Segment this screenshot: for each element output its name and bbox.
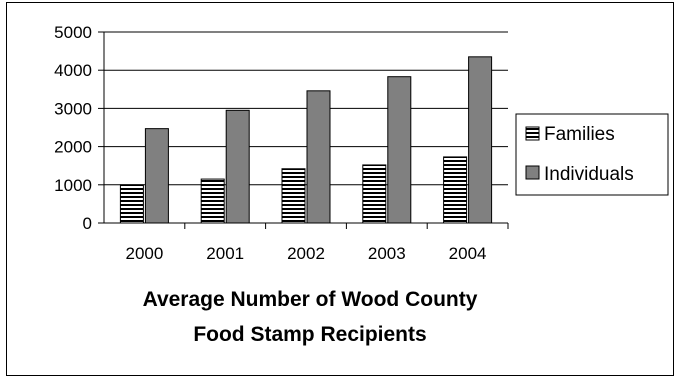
axes	[103, 32, 508, 224]
bar-families-2000	[119, 184, 144, 224]
bar-individuals-2002	[306, 90, 331, 224]
y-tick-label-3000: 3000	[54, 99, 92, 118]
y-tick-label-5000: 5000	[54, 23, 92, 42]
x-tick-label-2000: 2000	[125, 244, 163, 263]
bar-families-2001	[200, 178, 225, 224]
x-tick-label-2002: 2002	[287, 244, 325, 263]
chart-title-line-1: Average Number of Wood County	[143, 288, 478, 311]
bar-individuals-2004	[468, 56, 493, 224]
y-tick-label-2000: 2000	[54, 138, 92, 157]
bar-individuals-2003	[387, 76, 412, 224]
legend-box	[515, 113, 669, 196]
y-tick-label-4000: 4000	[54, 61, 92, 80]
x-tick-label-2004: 2004	[449, 244, 487, 263]
legend-label-families: Families	[544, 124, 615, 145]
gridlines	[104, 31, 508, 186]
x-tick-label-2001: 2001	[206, 244, 244, 263]
legend-label-individuals: Individuals	[544, 164, 634, 185]
y-tick-labels: 0 1000 2000 3000 4000 5000	[54, 23, 104, 233]
x-tick-labels: 2000 2001 2002 2003 2004	[125, 223, 509, 263]
legend: Families Individuals	[515, 113, 669, 196]
y-tick-label-0: 0	[83, 214, 92, 233]
bar-individuals-2001	[225, 109, 250, 224]
bars	[119, 56, 493, 224]
x-tick-label-2003: 2003	[368, 244, 406, 263]
chart-title-line-2: Food Stamp Recipients	[193, 323, 426, 346]
bar-families-2002	[281, 168, 306, 224]
bar-families-2003	[362, 164, 387, 224]
bar-families-2004	[443, 156, 468, 224]
bar-individuals-2000	[144, 128, 169, 224]
legend-swatch-individuals	[525, 165, 540, 180]
y-tick-label-1000: 1000	[54, 176, 92, 195]
legend-swatch-families	[525, 126, 540, 141]
